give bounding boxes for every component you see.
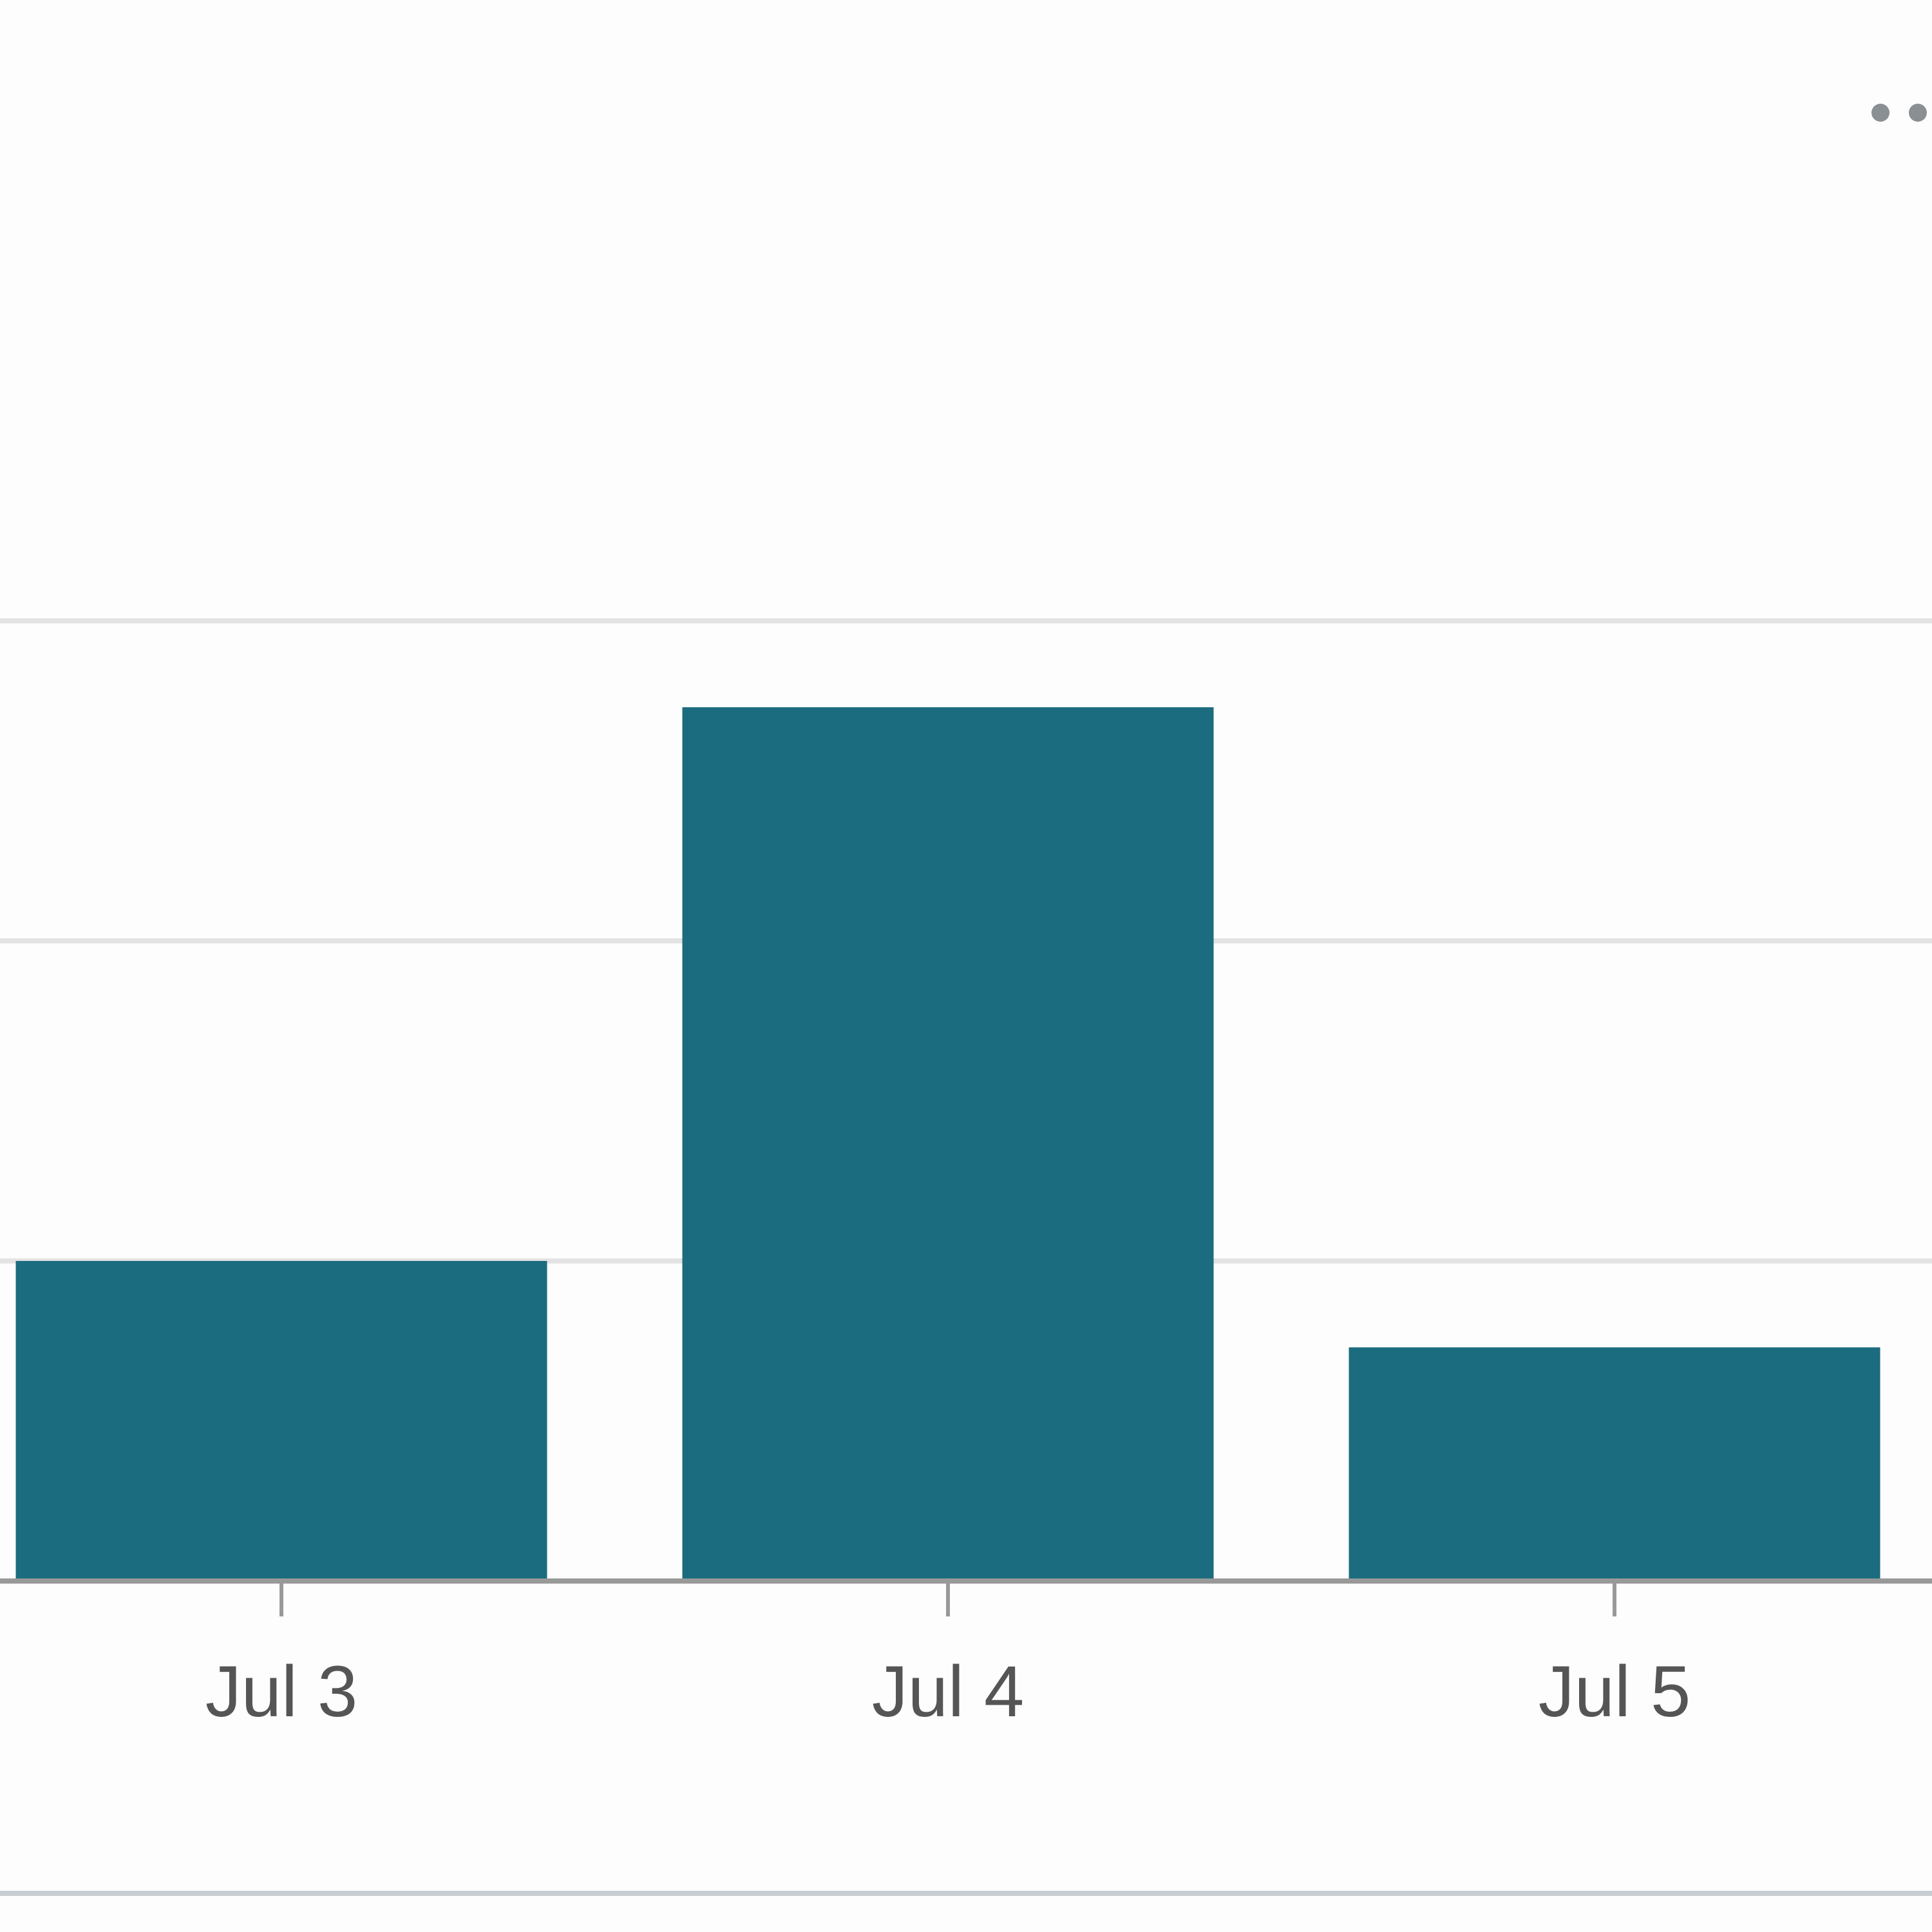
bar-jul-3[interactable] [15,1261,547,1581]
bars [15,707,1880,1581]
x-axis: Jul 3 Jul 4 Jul 5 [0,1578,1932,1732]
bar-jul-4[interactable] [682,707,1214,1581]
more-dots-icon[interactable] [1871,104,1889,122]
x-tick-label: Jul 3 [205,1651,358,1732]
more-dots-icon[interactable] [1909,104,1927,122]
bar-jul-5[interactable] [1349,1347,1880,1581]
x-tick-label: Jul 5 [1539,1651,1691,1732]
x-tick-label: Jul 4 [872,1651,1025,1732]
chart-menu-button[interactable] [1871,104,1932,122]
